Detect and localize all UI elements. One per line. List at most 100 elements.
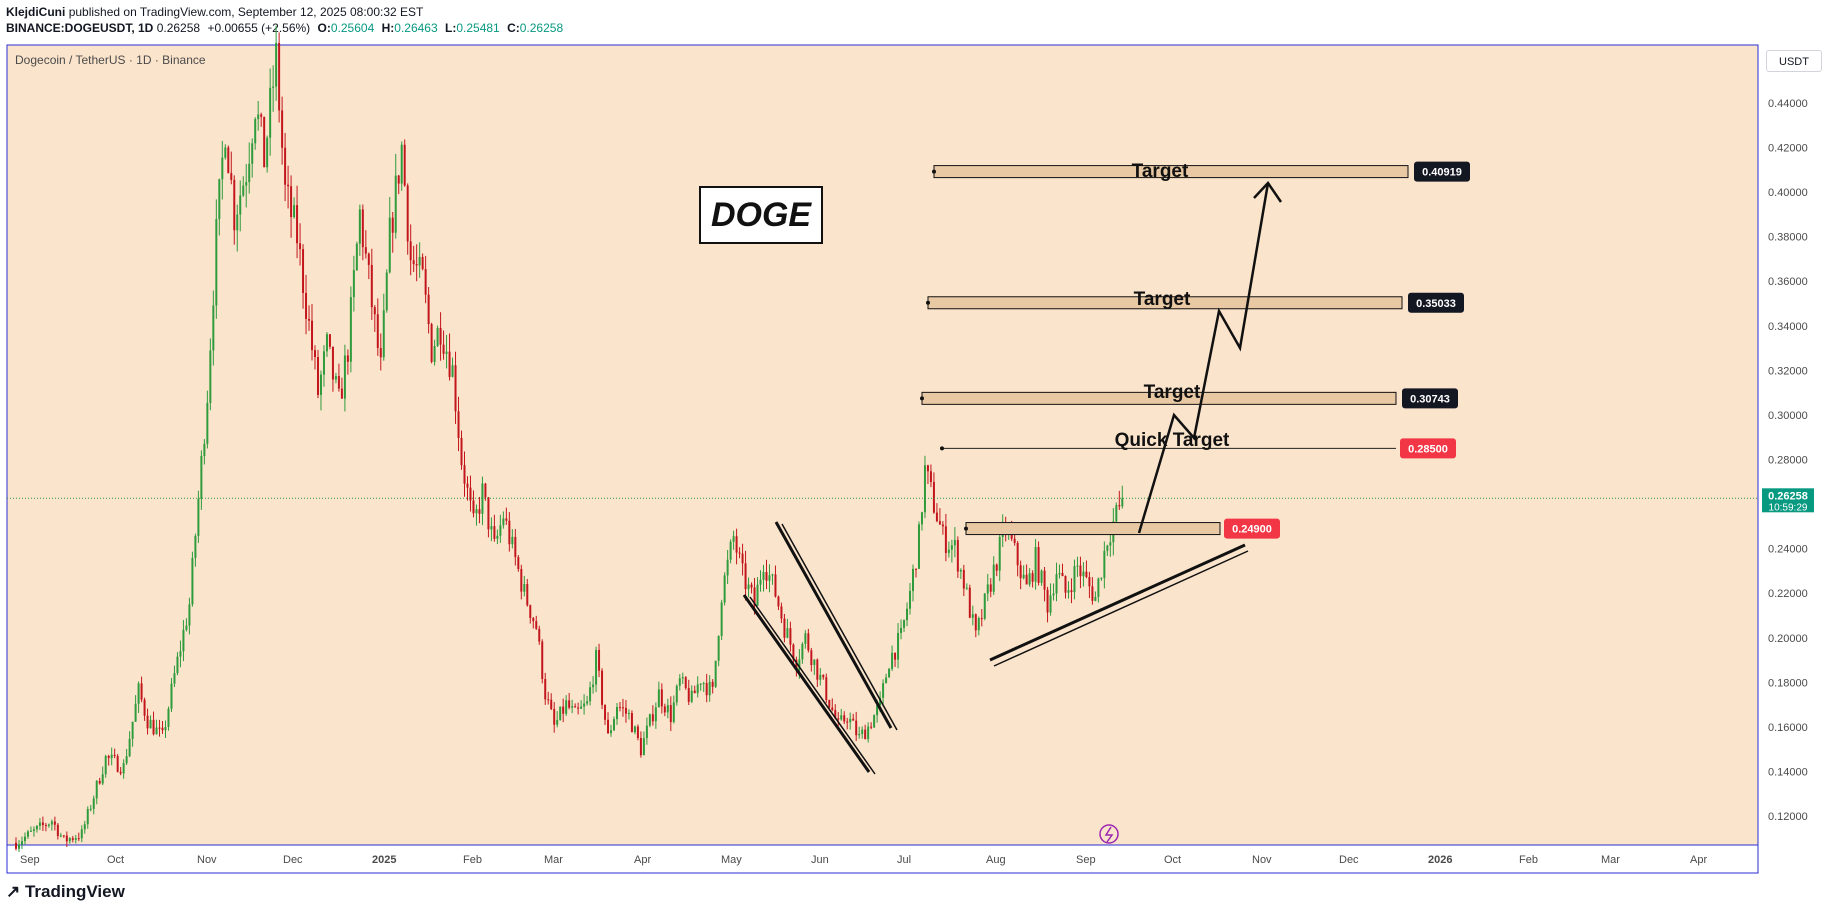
- tradingview-logo[interactable]: ↗ TradingView: [6, 882, 125, 902]
- candle-body: [77, 838, 80, 840]
- x-tick-label: Mar: [1601, 854, 1620, 866]
- currency-button[interactable]: USDT: [1766, 50, 1822, 72]
- candle-body: [308, 318, 311, 321]
- candle-body: [615, 707, 618, 720]
- candle-body: [789, 628, 792, 645]
- candle-body: [128, 738, 131, 757]
- candle-body: [209, 350, 212, 403]
- candle-body: [299, 243, 302, 250]
- candle-body: [1061, 573, 1064, 577]
- target-label: Target: [1144, 382, 1201, 403]
- candle-body: [448, 351, 451, 377]
- candle-body: [909, 590, 912, 609]
- candle-body: [263, 116, 266, 168]
- candle-body: [956, 540, 959, 572]
- candle-body: [502, 518, 505, 526]
- y-tick-label: 0.22000: [1768, 588, 1808, 600]
- candle-body: [457, 411, 460, 438]
- candle-body: [68, 838, 71, 842]
- y-tick-label: 0.20000: [1768, 633, 1808, 645]
- candle-body: [490, 526, 493, 530]
- candle-body: [472, 500, 475, 514]
- candle-body: [499, 525, 502, 536]
- candle-body: [1019, 565, 1022, 579]
- candle-body: [923, 465, 926, 513]
- x-tick-label: Jul: [897, 854, 911, 866]
- candle-body: [316, 357, 319, 395]
- candle-body: [385, 272, 388, 311]
- candle-body: [290, 186, 293, 218]
- x-tick-label: Jun: [811, 854, 829, 866]
- x-tick-label: Aug: [986, 854, 1006, 866]
- candle-body: [535, 621, 538, 629]
- candle-body: [577, 707, 580, 709]
- candle-body: [496, 535, 499, 539]
- candle-body: [391, 217, 394, 233]
- x-tick-label: Dec: [283, 854, 303, 866]
- candle-body: [439, 327, 442, 345]
- candle-body: [116, 756, 119, 772]
- candle-body: [337, 376, 340, 389]
- candle-body: [176, 656, 179, 674]
- candle-body: [1079, 565, 1082, 577]
- candle-body: [119, 771, 122, 774]
- candle-body: [403, 144, 406, 186]
- candle-body: [681, 677, 684, 679]
- price-change: +0.00655 (+2.56%): [207, 21, 311, 35]
- candle-body: [1100, 577, 1103, 579]
- candle-body: [460, 437, 463, 466]
- candle-body: [1016, 542, 1019, 566]
- candle-body: [732, 536, 735, 542]
- candle-body: [568, 700, 571, 708]
- candle-body: [481, 483, 484, 514]
- candle-body: [188, 604, 191, 626]
- candle-body: [409, 241, 412, 261]
- candle-body: [795, 659, 798, 670]
- candle-body: [227, 147, 230, 174]
- candle-body: [932, 481, 935, 513]
- candle-body: [657, 689, 660, 708]
- candle-body: [1070, 590, 1073, 593]
- candle-body: [1043, 570, 1046, 590]
- candle-body: [618, 707, 621, 709]
- candle-body: [885, 677, 888, 684]
- x-tick-label: Dec: [1339, 854, 1359, 866]
- y-tick-label: 0.44000: [1768, 98, 1808, 110]
- candle-body: [269, 87, 272, 138]
- candle-body: [493, 526, 496, 539]
- candle-body: [284, 147, 287, 185]
- candle-body: [840, 715, 843, 720]
- candle-body: [143, 699, 146, 716]
- y-tick-label: 0.14000: [1768, 766, 1808, 778]
- candle-body: [571, 706, 574, 708]
- candle-body: [768, 575, 771, 581]
- candle-body: [206, 402, 209, 444]
- close-label: C:: [507, 21, 520, 35]
- candle-body: [466, 483, 469, 488]
- candle-body: [780, 606, 783, 619]
- candle-body: [598, 649, 601, 671]
- candle-body: [861, 729, 864, 734]
- current-price-badge: [1762, 488, 1814, 513]
- candle-body: [86, 809, 89, 825]
- chart-canvas[interactable]: Dogecoin / TetherUS · 1D · Binance0.4600…: [0, 0, 1829, 880]
- wedge-lower-line: [742, 594, 871, 773]
- candle-body: [702, 683, 705, 685]
- candle-body: [59, 835, 62, 837]
- candle-body: [319, 374, 322, 395]
- candle-body: [1013, 538, 1016, 543]
- candle-body: [281, 110, 284, 148]
- candle-body: [1118, 505, 1121, 507]
- candle-body: [149, 719, 152, 729]
- candle-body: [511, 536, 514, 545]
- candle-body: [331, 346, 334, 380]
- candle-body: [200, 455, 203, 499]
- candle-body: [738, 552, 741, 554]
- candle-body: [379, 348, 382, 358]
- candle-body: [941, 524, 944, 527]
- candle-body: [361, 209, 364, 248]
- candle-body: [759, 579, 762, 585]
- candle-body: [517, 557, 520, 570]
- author-name[interactable]: KlejdiCuni: [6, 5, 66, 19]
- candle-body: [1073, 566, 1076, 593]
